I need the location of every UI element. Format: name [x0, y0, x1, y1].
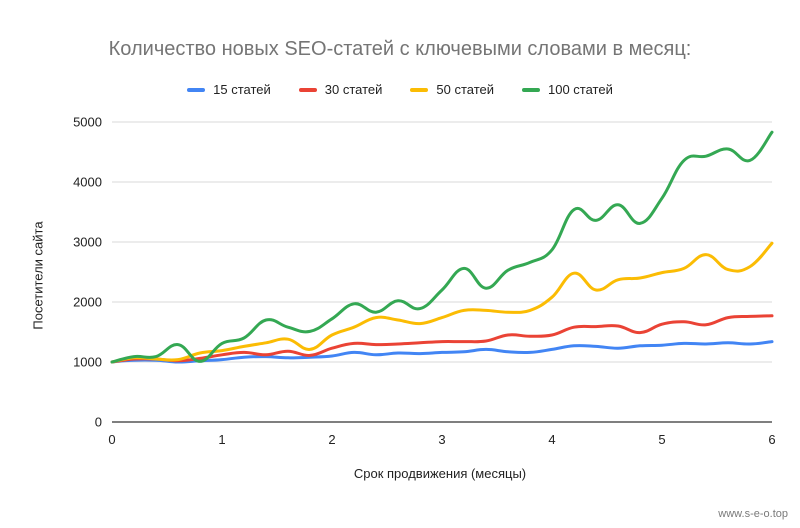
legend-item-30[interactable]: 30 статей [298, 82, 383, 97]
y-tick-label: 4000 [73, 175, 102, 190]
legend: 15 статей 30 статей 50 статей 100 статей [0, 82, 800, 97]
x-tick-label: 2 [328, 432, 335, 447]
watermark: www.s-e-o.top [718, 508, 788, 520]
legend-swatch-15 [187, 87, 206, 92]
y-tick-label: 0 [95, 415, 102, 430]
legend-item-15[interactable]: 15 статей [187, 82, 271, 97]
legend-swatch-100 [522, 87, 540, 92]
legend-item-100[interactable]: 100 статей [522, 82, 613, 97]
y-tick-label: 3000 [73, 235, 102, 250]
legend-label-30: 30 статей [324, 82, 383, 97]
x-tick-label: 4 [548, 432, 555, 447]
series-line-100 [110, 130, 774, 364]
legend-item-50[interactable]: 50 статей [410, 82, 494, 97]
legend-swatch-30 [298, 87, 317, 92]
x-axis-label: Срок продвижения (месяцы) [353, 466, 527, 481]
legend-swatch-50 [410, 87, 429, 92]
y-tick-label: 2000 [73, 295, 102, 310]
series-line-15 [110, 340, 774, 364]
series-line-50 [110, 241, 774, 364]
x-tick-label: 1 [218, 432, 225, 447]
y-tick-label: 1000 [73, 355, 102, 370]
series-line-30 [110, 314, 774, 364]
x-tick-label: 5 [658, 432, 665, 447]
y-tick-label: 5000 [73, 115, 102, 130]
legend-label-50: 50 статей [436, 82, 494, 97]
x-tick-label: 0 [108, 432, 115, 447]
chart-title: Количество новых SEO-статей с ключевыми … [108, 38, 692, 60]
x-tick-label: 3 [438, 432, 445, 447]
x-tick-label: 6 [768, 432, 775, 447]
legend-label-100: 100 статей [548, 82, 613, 97]
legend-label-15: 15 статей [213, 82, 271, 97]
